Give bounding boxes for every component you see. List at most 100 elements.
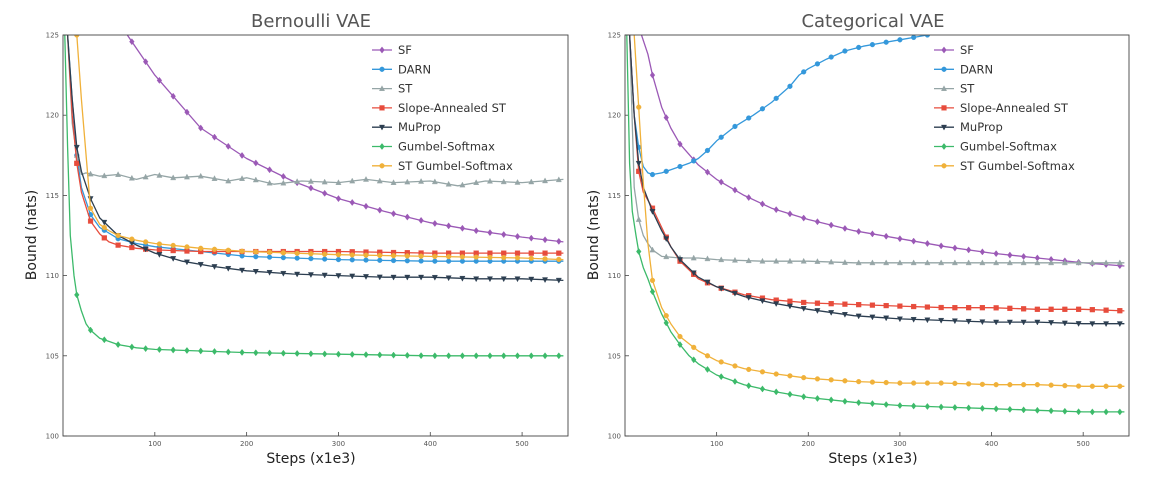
data-point-st-gumbel-softmax [883, 379, 889, 386]
data-point-st [211, 175, 218, 181]
data-point-st-gumbel-softmax [773, 371, 779, 377]
data-point-st [1116, 259, 1123, 266]
data-point-gumbel-softmax [704, 365, 711, 373]
x-tick-label: 300 [893, 440, 906, 448]
y-tick-label: 110 [608, 272, 621, 280]
data-point-st [294, 178, 301, 184]
plot-frame [624, 34, 1130, 437]
data-point-sf [198, 124, 204, 132]
data-point-gumbel-softmax [418, 352, 424, 360]
legend-label: ST Gumbel-Softmax [398, 159, 513, 173]
data-point-darn [280, 255, 286, 261]
data-point-gumbel-softmax [842, 397, 848, 405]
data-point-sf [718, 178, 724, 186]
data-point-muprop [663, 236, 670, 243]
x-tick-label: 200 [240, 440, 253, 448]
data-point-gumbel-softmax [1034, 406, 1041, 414]
data-point-st-gumbel-softmax [856, 379, 862, 385]
data-point-st [869, 259, 876, 266]
data-point-st-gumbel-softmax [897, 380, 903, 386]
data-point-gumbel-softmax [349, 350, 355, 358]
x-tick-label: 400 [424, 440, 437, 448]
data-point-gumbel-softmax [198, 347, 204, 355]
data-point-gumbel-softmax [129, 343, 135, 351]
series-line-st-gumbel-softmax [633, 35, 1125, 387]
data-point-muprop [542, 277, 549, 284]
data-point-darn [828, 54, 834, 60]
data-point-st [979, 259, 986, 266]
data-point-slope-annealed-st [856, 302, 862, 308]
data-point-slope-annealed-st [1103, 307, 1109, 313]
data-point-gumbel-softmax [649, 288, 656, 296]
data-point-darn [787, 83, 793, 89]
data-point-muprop [266, 270, 273, 276]
data-point-st-gumbel-softmax [542, 256, 548, 262]
data-point-st [1061, 259, 1068, 266]
data-point-gumbel-softmax [979, 404, 986, 412]
data-point-gumbel-softmax [514, 352, 521, 360]
chart-title: Categorical VAE [801, 11, 944, 32]
data-point-muprop [704, 279, 711, 286]
data-point-st [542, 177, 549, 184]
data-point-darn [649, 171, 656, 178]
data-point-st [307, 178, 314, 184]
data-point-muprop [759, 298, 766, 305]
data-point-muprop [1075, 321, 1082, 327]
data-point-st-gumbel-softmax [115, 232, 121, 239]
data-point-gumbel-softmax [487, 352, 493, 360]
y-tick-label: 110 [46, 272, 59, 280]
data-point-gumbel-softmax [828, 396, 834, 404]
data-point-st-gumbel-softmax [211, 246, 218, 252]
data-point-gumbel-softmax [938, 403, 944, 411]
y-tick-label: 100 [608, 433, 621, 441]
legend-label: Slope-Annealed ST [960, 101, 1069, 115]
legend-item-darn: DARN [934, 62, 993, 76]
data-point-st [924, 259, 931, 266]
data-point-darn [432, 258, 438, 264]
legend-swatch-marker [379, 46, 385, 54]
data-point-darn [363, 257, 369, 263]
y-tick-label: 100 [46, 433, 59, 441]
legend-swatch-marker [379, 85, 385, 91]
data-point-muprop [294, 271, 301, 278]
legend-item-muprop: MuProp [934, 120, 1003, 134]
data-point-darn [663, 168, 669, 174]
legend-swatch-marker [941, 124, 947, 131]
data-point-darn [322, 256, 328, 262]
data-point-muprop [965, 318, 972, 325]
data-point-muprop [555, 277, 562, 284]
data-point-sf [1020, 253, 1027, 260]
data-point-muprop [101, 219, 108, 226]
legend-item-slope-annealed-st: Slope-Annealed ST [934, 101, 1069, 115]
data-point-gumbel-softmax [1117, 408, 1123, 416]
data-point-gumbel-softmax [445, 352, 452, 360]
data-point-darn [842, 48, 848, 54]
data-point-st [704, 255, 711, 262]
legend-swatch-marker [941, 46, 947, 54]
data-point-st-gumbel-softmax [649, 277, 656, 284]
x-tick-label: 300 [332, 440, 345, 448]
data-point-st [349, 177, 356, 184]
plot-area [624, 34, 1130, 437]
data-point-st-gumbel-softmax [801, 375, 807, 381]
data-point-st [841, 259, 848, 265]
data-point-slope-annealed-st [101, 235, 107, 241]
data-point-slope-annealed-st [801, 299, 807, 306]
data-point-gumbel-softmax [691, 356, 697, 364]
data-point-st [883, 259, 890, 266]
data-point-gumbel-softmax [335, 350, 342, 358]
data-point-sf [184, 108, 190, 116]
data-point-st-gumbel-softmax [1034, 382, 1040, 388]
data-point-darn [377, 257, 383, 263]
data-point-slope-annealed-st [1117, 308, 1123, 314]
y-tick-label: 115 [46, 192, 59, 200]
data-point-sf [225, 142, 231, 150]
data-point-muprop [252, 269, 259, 275]
data-point-gumbel-softmax [814, 395, 821, 402]
data-point-muprop [445, 275, 452, 282]
series-gumbel-softmax [626, 35, 1125, 416]
data-point-gumbel-softmax [952, 404, 958, 411]
legend-item-st: ST [372, 82, 413, 96]
series-line-st [628, 35, 1125, 264]
categorical-vae-chart: Categorical VAE Bound (nats) Steps (x1e3… [586, 11, 1130, 467]
